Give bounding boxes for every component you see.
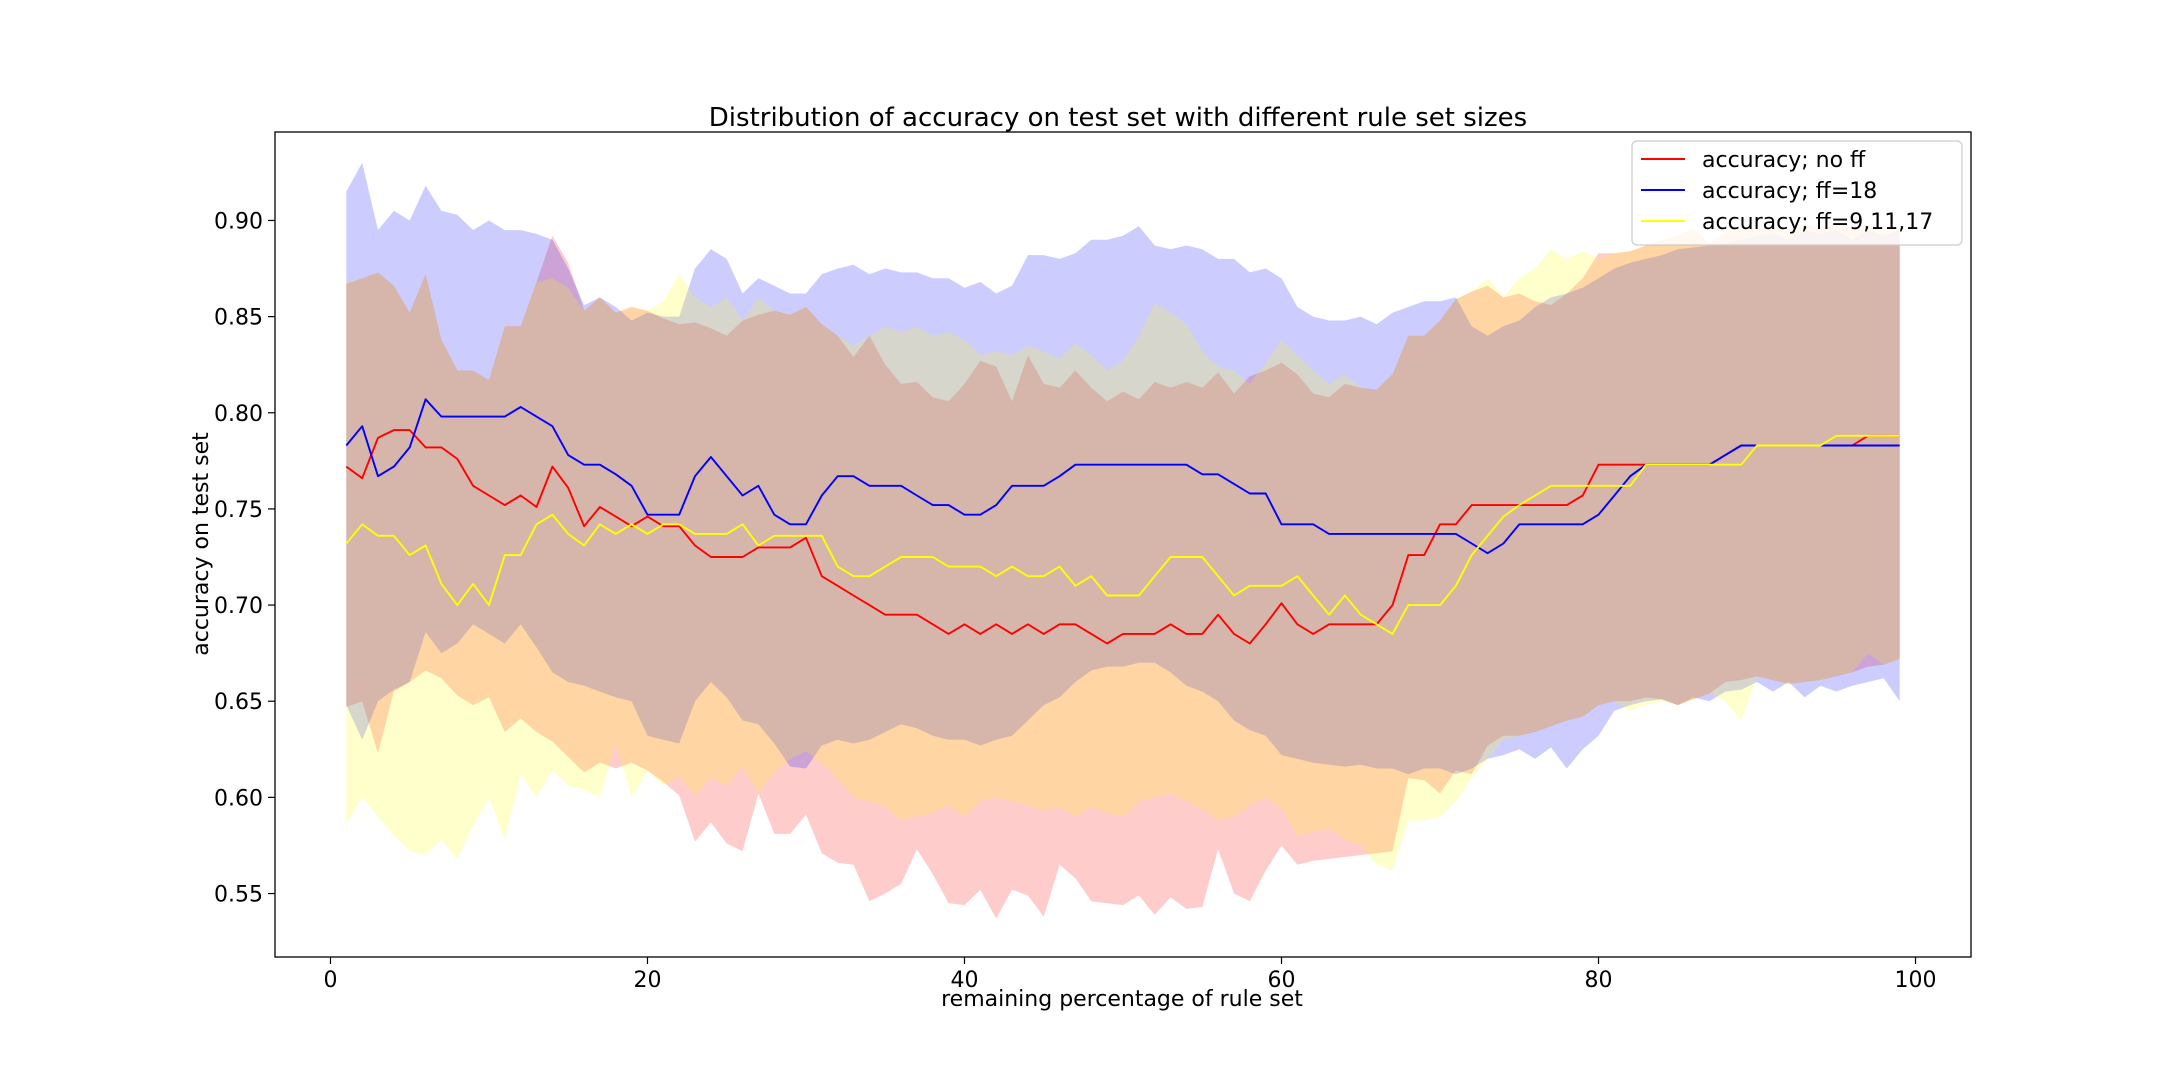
x-tick-label: 0 [323,968,337,993]
legend-label-accuracy-no-ff: accuracy; no ff [1702,148,1866,173]
x-tick-label: 100 [1895,968,1937,993]
y-tick-label: 0.65 [214,690,263,715]
y-axis-ticks: 0.55 0.60 0.65 0.70 0.75 0.80 0.85 0.90 [214,209,275,908]
legend-label-accuracy-ff-18: accuracy; ff=18 [1702,179,1877,204]
y-tick-label: 0.75 [214,498,263,523]
band-accuracy-ff-18 [346,162,1900,775]
y-tick-label: 0.85 [214,306,263,331]
x-tick-label: 60 [1268,968,1296,993]
band-accuracy-no-ff [346,222,1900,919]
x-axis-label: remaining percentage of rule set [941,987,1303,1012]
x-tick-label: 80 [1585,968,1613,993]
y-tick-label: 0.60 [214,786,263,811]
x-tick-label: 20 [633,968,661,993]
legend: accuracy; no ff accuracy; ff=18 accuracy; … [1631,140,1963,246]
band-accuracy-ff-9-11-17 [346,222,1900,871]
confidence-bands [346,162,1900,919]
y-tick-label: 0.70 [214,594,263,619]
legend-box [1631,140,1963,246]
y-tick-label: 0.90 [214,209,263,234]
x-axis-ticks: 0 20 40 60 80 100 [323,957,1937,993]
series-lines [345,398,1900,645]
chart-title: Distribution of accuracy on test set wit… [709,103,1527,133]
x-tick-label: 40 [950,968,978,993]
line-accuracy-no-ff [345,429,1900,645]
y-tick-label: 0.80 [214,402,263,427]
line-accuracy-ff-18 [345,398,1900,555]
legend-label-accuracy-ff-9-11-17: accuracy; ff=9,11,17 [1702,210,1933,235]
y-tick-label: 0.55 [214,883,263,908]
y-axis-label: accuracy on test set [189,432,214,656]
line-accuracy-ff-9-11-17 [345,434,1900,635]
plot-frame [274,131,1972,958]
